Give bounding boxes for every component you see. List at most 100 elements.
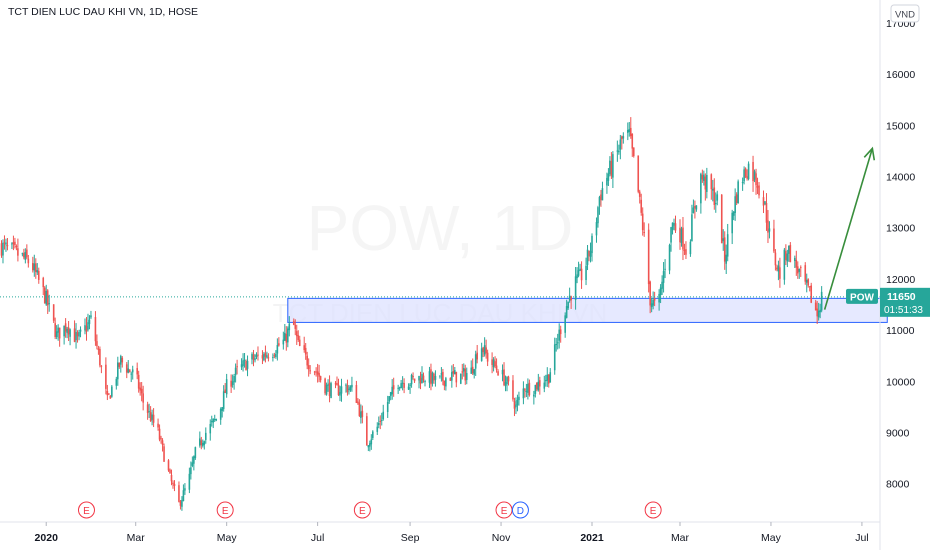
event-marker[interactable]: E [644,501,662,519]
candle-body [817,310,820,318]
candle [170,469,173,486]
candle [747,161,750,181]
candle-body [758,185,760,196]
currency-badge[interactable]: VND [890,4,920,23]
candle [680,226,683,247]
event-marker[interactable]: D [511,501,529,519]
candle [716,190,719,206]
candle [5,238,7,252]
currency-badge-box[interactable] [890,4,920,23]
candle [528,379,531,397]
candle [377,416,380,429]
candle [424,379,426,387]
candle [194,446,197,460]
support-zone-layer [287,297,888,323]
candle [261,350,264,365]
candle-body [99,349,101,366]
candle [701,169,704,183]
candle [731,209,733,245]
event-marker[interactable]: E [77,501,95,519]
event-marker[interactable]: E [216,501,234,519]
candle-body [117,362,119,380]
candle-body [21,253,24,255]
event-marker[interactable]: E [353,501,371,519]
time-axis[interactable]: 2020 Mar May Jul Sep Nov 2021 Mar May Jul [0,521,880,544]
candle [525,383,528,398]
candle-body [533,394,535,397]
candle [349,385,352,392]
event-marker[interactable]: E [495,501,513,519]
candle-body [773,228,775,252]
candle [215,418,218,422]
candle [188,467,191,494]
candle-body [357,401,359,404]
candle-body [685,249,687,255]
candle-body [774,252,777,266]
candle-body [659,287,662,296]
candle [746,169,748,181]
candle [694,200,696,219]
candle [706,167,708,199]
candle [100,365,103,374]
event-marker-circle[interactable] [216,501,234,519]
candle [564,312,566,338]
candle [434,370,437,387]
event-marker-circle[interactable] [77,501,95,519]
candle [3,235,6,250]
candle [339,385,341,402]
candle [34,258,37,279]
candle-body [90,315,92,318]
price-axis[interactable]: 8000 9000 10000 11000 12000 13000 14000 15000 16… [846,0,930,550]
candle [428,366,431,388]
candle [622,132,625,144]
event-marker-circle[interactable] [511,501,529,519]
candle-body [506,377,508,385]
candle-body [527,383,529,393]
candle-body [574,276,577,301]
candle [808,286,811,292]
candle-body [209,423,212,434]
candle-body [366,416,368,446]
candle [204,427,207,444]
candle [32,256,34,273]
candle-body [494,361,496,367]
candle-body [668,245,671,271]
event-marker-circle[interactable] [644,501,662,519]
candle [664,259,666,279]
event-marker-label: E [83,506,90,517]
candle-body [222,391,225,410]
candle-body [710,174,713,190]
candle-body [121,357,124,363]
candle-body [482,347,484,353]
candle-body [440,373,443,375]
candle-body [148,411,150,413]
candle-body [324,378,326,394]
candle-body [549,372,552,383]
candle-body [443,380,446,386]
candle [629,117,632,139]
candle-body [389,392,392,396]
candle-body [679,227,681,243]
candle-body [765,203,768,223]
candle-body [786,253,789,262]
candle [267,353,270,362]
event-marker-circle[interactable] [353,501,371,519]
time-tick-label: Sep [401,532,420,544]
candle-body [568,295,571,301]
candle [486,349,489,367]
candles-layer [0,117,823,511]
candle [816,300,818,324]
candle-body [486,352,489,362]
candle [515,397,517,414]
price-tick-label: 8000 [886,479,910,491]
candle [157,418,159,431]
candle [440,367,443,382]
candle-body [419,377,422,384]
candle [612,151,614,189]
candle [588,250,590,262]
candle-body [689,241,692,255]
candle-body [713,187,716,205]
candle-body [119,356,122,365]
candle [485,339,487,359]
